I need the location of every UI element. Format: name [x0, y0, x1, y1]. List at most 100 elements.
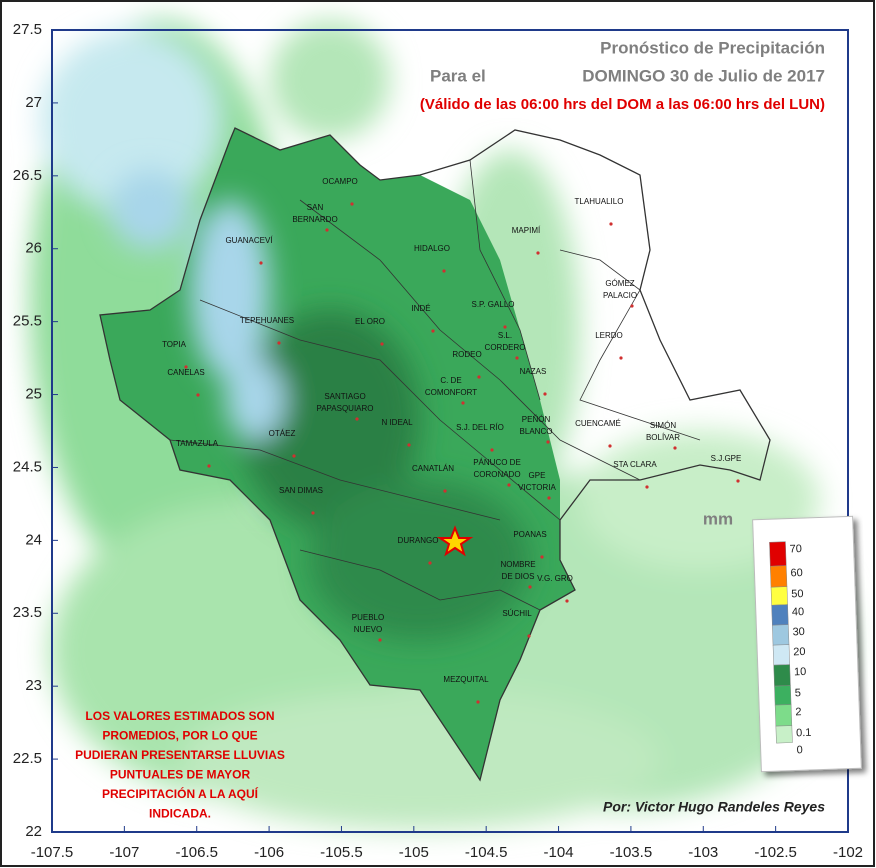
- town-dot: [184, 365, 188, 369]
- generated: -107.5 -107 -106.5 -106 -105.5 -105 -104.5 -104…: [13, 21, 863, 861]
- town-dot: [477, 375, 481, 379]
- town-dot: [630, 304, 634, 308]
- capital-star: [436, 525, 474, 557]
- town-dot: [311, 511, 315, 515]
- municipality-label: PALACIO: [603, 291, 637, 300]
- town-dot: [476, 700, 480, 704]
- municipality-label: PEÑÓN: [522, 415, 551, 424]
- town-dot: [546, 440, 550, 444]
- municipality-label: PUEBLO: [352, 613, 384, 622]
- town-dot: [461, 401, 465, 405]
- municipality-label: CANELAS: [167, 368, 204, 377]
- municipality-label: DURANGO: [398, 536, 439, 545]
- town-dot: [380, 342, 384, 346]
- municipality-label: VICTORIA: [518, 483, 556, 492]
- municipality-label: PÁNUCO DE: [473, 458, 521, 467]
- municipality-label: GPE: [529, 471, 546, 480]
- note-line: PUNTUALES DE MAYOR: [110, 768, 251, 782]
- town-dot: [503, 325, 507, 329]
- x-tick-label: -104.5: [465, 844, 508, 861]
- town-dot: [277, 341, 281, 345]
- municipality-label: NOMBRE: [500, 560, 535, 569]
- legend-label: 40: [792, 606, 805, 618]
- map-subtitle: DOMINGO 30 de Julio de 2017: [582, 66, 825, 85]
- municipality-label: MEZQUITAL: [443, 675, 489, 684]
- town-dot: [547, 496, 551, 500]
- blob: [240, 310, 420, 530]
- municipality-label: STA CLARA: [613, 460, 657, 469]
- town-dot: [490, 448, 494, 452]
- y-tick-label: 27: [25, 94, 42, 111]
- legend-swatch: [775, 725, 793, 744]
- municipality-label: MAPIMÍ: [512, 226, 541, 235]
- municipality-label: S.P. GALLO: [472, 300, 515, 309]
- town-dot: [608, 444, 612, 448]
- municipality-label: GÓMEZ: [605, 279, 634, 288]
- blob: [40, 30, 220, 210]
- x-tick-label: -103.5: [610, 844, 653, 861]
- municipality-label: SAN DIMAS: [279, 486, 323, 495]
- municipality-label: S.J.GPE: [711, 454, 742, 463]
- municipality-label: SIMÓN: [650, 421, 676, 430]
- municipality-label: TAMAZULA: [176, 439, 219, 448]
- x-tick-label: -102: [833, 844, 863, 861]
- state-outline: [99, 127, 771, 782]
- legend-label: 2: [795, 706, 802, 718]
- subtitle-prefix: Para el: [430, 66, 486, 85]
- x-tick-label: -105.5: [320, 844, 363, 861]
- town-dot: [507, 483, 511, 487]
- municipality-label: OCAMPO: [322, 177, 358, 186]
- legend-swatch: [769, 541, 787, 567]
- town-dot: [736, 479, 740, 483]
- municipality-label: SAN: [307, 203, 324, 212]
- legend-label: 5: [795, 687, 802, 699]
- note-line: PROMEDIOS, POR LO QUE: [102, 729, 257, 743]
- blob: [190, 200, 270, 380]
- town-dot: [536, 251, 540, 255]
- legend-swatch: [774, 704, 793, 727]
- x-tick-label: -107.5: [31, 844, 74, 861]
- legend-swatch: [772, 644, 790, 666]
- y-tick-label: 23: [25, 677, 42, 694]
- wet-cores: [110, 170, 530, 640]
- municipality-label: CORDERO: [485, 343, 526, 352]
- municipal-border: [299, 549, 541, 611]
- x-tick-label: -105: [399, 844, 429, 861]
- town-dot: [325, 228, 329, 232]
- validity: (Válido de las 06:00 hrs del DOM a las 0…: [420, 96, 825, 113]
- town-dot: [350, 202, 354, 206]
- town-dot: [407, 443, 411, 447]
- blob: [180, 690, 660, 830]
- note-line: PRECIPITACIÓN A LA AQUÍ: [102, 786, 259, 801]
- legend-swatch: [770, 565, 788, 588]
- legend-swatch: [771, 604, 789, 626]
- legend-label: 0: [796, 744, 803, 756]
- municipality-label: SÚCHIL: [502, 609, 532, 618]
- municipality-label: HIDALGO: [414, 244, 450, 253]
- municipality-label: S.J. DEL RÍO: [456, 423, 504, 432]
- municipality-label: S.L.: [498, 331, 512, 340]
- note-line: INDICADA.: [149, 807, 211, 821]
- x-tick-label: -104: [544, 844, 574, 861]
- town-dot: [619, 356, 623, 360]
- town-dot: [565, 599, 569, 603]
- legend: 70 60 50 40 30 20 10 5 2 0.1 0: [769, 541, 812, 756]
- y-tick-label: 26: [25, 240, 42, 257]
- municipality-label: SANTIAGO: [324, 392, 365, 401]
- municipal-border: [199, 299, 561, 521]
- legend-label: 50: [791, 588, 804, 600]
- town-dot: [378, 638, 382, 642]
- municipality-label: PAPASQUIARO: [316, 404, 373, 413]
- x-tick-label: -103: [688, 844, 718, 861]
- legend-swatch: [774, 685, 792, 706]
- town-dot: [515, 356, 519, 360]
- town-dot: [645, 485, 649, 489]
- y-tick-label: 24.5: [13, 458, 42, 475]
- y-tick-label: 25.5: [13, 313, 42, 330]
- municipality-label: V.G. GRO: [537, 574, 573, 583]
- x-tick-label: -106: [254, 844, 284, 861]
- y-tick-label: 22: [25, 823, 42, 840]
- legend-label: 20: [793, 646, 806, 658]
